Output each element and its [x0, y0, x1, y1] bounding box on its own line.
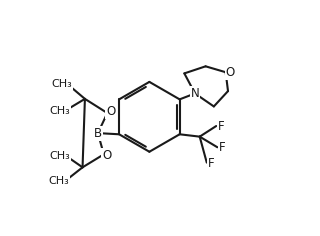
Text: F: F: [219, 141, 226, 154]
Text: CH₃: CH₃: [49, 151, 70, 160]
Text: F: F: [208, 157, 215, 170]
Text: CH₃: CH₃: [48, 177, 69, 186]
Text: F: F: [218, 119, 224, 133]
Text: O: O: [102, 149, 111, 162]
Text: O: O: [106, 105, 115, 118]
Text: B: B: [94, 126, 102, 140]
Text: CH₃: CH₃: [52, 79, 72, 89]
Text: O: O: [226, 66, 235, 79]
Text: CH₃: CH₃: [49, 106, 70, 116]
Text: N: N: [191, 87, 199, 100]
